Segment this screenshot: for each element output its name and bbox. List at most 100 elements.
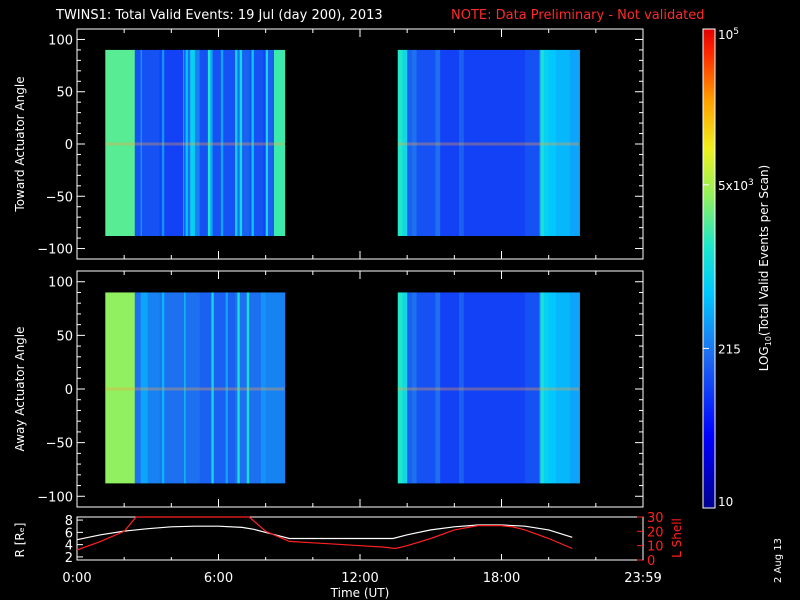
- time-x-tick-label: 12:00: [341, 571, 378, 586]
- date-stamp: 2 Aug 13: [773, 538, 784, 583]
- r-distance-line: [76, 524, 573, 541]
- lshell-y-tick-label: 30: [647, 511, 664, 526]
- toward-heatmap-cell: [242, 49, 250, 236]
- toward-heatmap-cell: [402, 49, 408, 236]
- away-heatmap-cell: [147, 292, 161, 484]
- toward-y-tick-label: 100: [48, 33, 73, 48]
- toward-heatmap-cell: [134, 49, 139, 236]
- away-heatmap-cell: [435, 292, 441, 484]
- away-heatmap-cell: [249, 292, 257, 484]
- toward-heatmap-cell: [249, 49, 253, 236]
- toward-heatmap-cell: [251, 49, 255, 236]
- toward-heatmap-cell: [440, 49, 455, 236]
- toward-heatmap-cell: [164, 49, 182, 236]
- away-heatmap-cell: [562, 292, 571, 484]
- toward-heatmap-cell: [555, 49, 564, 236]
- toward-y-axis-label: Toward Actuator Angle: [13, 76, 27, 212]
- away-heatmap-cell: [209, 292, 213, 484]
- away-heatmap-cell: [161, 292, 165, 484]
- toward-heatmap-cell: [463, 49, 479, 236]
- away-heatmap-cell: [525, 292, 538, 484]
- colorbar-tick-label: 105: [718, 27, 739, 42]
- toward-heatmap-cell: [180, 49, 184, 236]
- away-y-ticks: −100 −50 0 50 100: [37, 270, 643, 508]
- toward-heatmap-cell: [454, 49, 460, 236]
- away-heatmap-cell: [199, 292, 210, 484]
- away-heatmap-cell: [256, 292, 262, 484]
- away-heatmap-cell: [430, 292, 437, 484]
- away-heatmap-cell: [402, 292, 408, 484]
- toward-heatmap-cell: [140, 49, 143, 236]
- colorbar-tick-label: 215: [718, 342, 741, 356]
- toward-heatmap-cell: [161, 49, 165, 236]
- toward-heatmap-cell: [204, 49, 209, 236]
- toward-heatmap-cell: [416, 49, 432, 236]
- away-heatmap: [105, 292, 580, 484]
- colorbar-ticks: 10 215 5x103 105: [703, 27, 754, 509]
- toward-heatmap-cell: [235, 49, 238, 236]
- toward-heatmap-cell: [263, 49, 267, 236]
- away-heatmap-cell: [489, 292, 503, 484]
- toward-heatmap-cell: [501, 49, 514, 236]
- away-y-tick-label: 50: [56, 329, 73, 344]
- away-heatmap-cell: [237, 292, 241, 484]
- toward-heatmap-cell: [543, 49, 550, 236]
- away-y-tick-label: −100: [37, 490, 73, 505]
- toward-heatmap-cell: [397, 49, 404, 236]
- toward-heatmap-cell: [430, 49, 437, 236]
- away-heatmap-cell: [548, 292, 557, 484]
- away-heatmap-cell: [185, 292, 196, 484]
- away-heatmap-cell: [555, 292, 564, 484]
- toward-y-tick-label: 0: [65, 138, 73, 153]
- toward-heatmap-cell: [569, 49, 580, 236]
- lshell-axis-label: L Shell: [670, 518, 684, 558]
- toward-heatmap-cell: [435, 49, 441, 236]
- toward-heatmap-cell: [218, 49, 222, 236]
- toward-heatmap-cell: [190, 49, 196, 236]
- away-heatmap-cell: [454, 292, 460, 484]
- toward-y-tick-label: −100: [37, 243, 73, 258]
- away-heatmap-cell: [225, 292, 229, 484]
- away-heatmap-cell: [213, 292, 224, 484]
- preliminary-note: NOTE: Data Preliminary - Not validated: [451, 8, 705, 23]
- away-heatmap-cell: [184, 292, 187, 484]
- away-heatmap-cell: [235, 292, 238, 484]
- toward-heatmap-cell: [411, 49, 418, 236]
- away-heatmap-cell: [540, 292, 545, 484]
- away-heatmap-cell: [223, 292, 227, 484]
- toward-heatmap-cell: [253, 49, 264, 236]
- away-angle-panel: −100 −50 0 50 100 Away Actuator Angle: [13, 270, 644, 508]
- toward-heatmap-cell: [223, 49, 234, 236]
- toward-heatmap-cell: [220, 49, 224, 236]
- time-x-tick-label: 6:00: [204, 571, 233, 586]
- toward-heatmap-cell: [265, 49, 269, 236]
- r-y-tick-label: 4: [65, 539, 73, 554]
- toward-heatmap-cell: [133, 49, 136, 236]
- toward-heatmap-cell: [268, 49, 274, 236]
- away-heatmap-cell: [463, 292, 479, 484]
- away-heatmap-cell: [477, 292, 491, 484]
- toward-heatmap-cell: [207, 49, 211, 236]
- toward-heatmap: [105, 49, 580, 236]
- away-heatmap-cell: [543, 292, 550, 484]
- orbit-series: [76, 516, 573, 551]
- away-heatmap-cell: [244, 292, 248, 484]
- toward-heatmap-cell: [539, 49, 542, 236]
- away-heatmap-cell: [459, 292, 465, 484]
- away-y-axis-label: Away Actuator Angle: [13, 326, 27, 451]
- away-heatmap-cell: [164, 292, 184, 484]
- toward-heatmap-cell: [407, 49, 413, 236]
- away-heatmap-cell: [105, 292, 135, 484]
- toward-heatmap-cell: [272, 49, 275, 236]
- toward-heatmap-cell: [212, 49, 220, 236]
- away-heatmap-cell: [501, 292, 514, 484]
- toward-heatmap-cell: [459, 49, 465, 236]
- toward-angle-panel: −100 −50 0 50 100 Toward Actuator Angle: [13, 28, 644, 260]
- toward-heatmap-cell: [187, 49, 191, 236]
- away-heatmap-cell: [140, 292, 149, 484]
- away-heatmap-cell: [194, 292, 201, 484]
